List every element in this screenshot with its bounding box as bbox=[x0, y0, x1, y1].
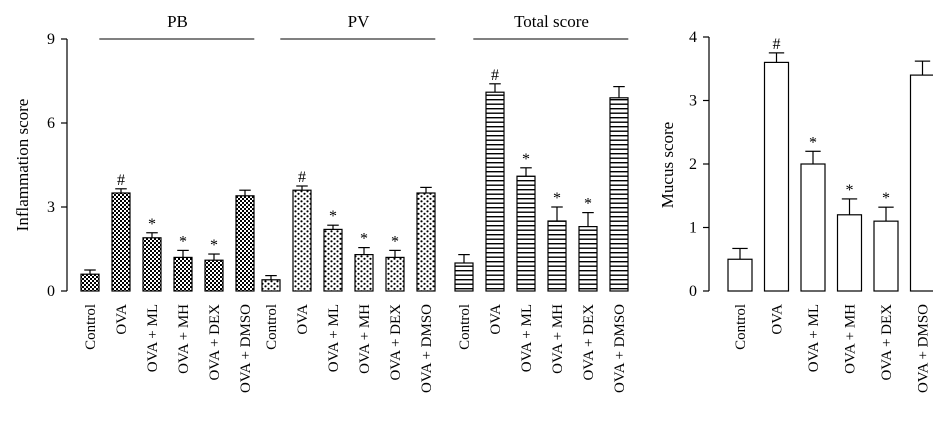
mucus-y-tick-label: 4 bbox=[689, 29, 697, 46]
inflammation-pb-category-label: Control bbox=[83, 304, 99, 350]
mucus-bar bbox=[727, 258, 753, 292]
inflammation-pv-category-label: OVA + DEX bbox=[388, 304, 404, 381]
y-axis-label-inflammation: Inflammation score bbox=[13, 99, 32, 232]
inflammation-pv-category-label: OVA + MH bbox=[357, 304, 373, 374]
inflammation-total-score-bar bbox=[516, 175, 536, 292]
inflammation-pb-bar bbox=[142, 237, 162, 292]
inflammation-total-score-category-label: OVA + MH bbox=[550, 304, 566, 374]
inflammation-pb-bar bbox=[80, 273, 100, 292]
inflammation-pv-significance-marker: * bbox=[329, 208, 337, 225]
mucus-y-tick-label: 0 bbox=[689, 283, 697, 300]
mucus-category-label: OVA bbox=[770, 304, 786, 335]
mucus-category-label: OVA + ML bbox=[806, 304, 822, 372]
y-axis-label-mucus: Mucus score bbox=[658, 122, 677, 208]
inflammation-y-tick-label: 6 bbox=[47, 115, 55, 132]
inflammation-pv-bar bbox=[385, 256, 405, 292]
inflammation-pv-category-label: Control bbox=[264, 304, 280, 350]
mucus-bar bbox=[909, 74, 933, 292]
inflammation-pv-bar bbox=[323, 228, 343, 292]
mucus-category-label: OVA + DEX bbox=[879, 304, 895, 381]
inflammation-pb-category-label: OVA bbox=[114, 304, 130, 335]
inflammation-total-score-category-label: Control bbox=[457, 304, 473, 350]
inflammation-total-score-significance-marker: # bbox=[491, 67, 499, 84]
inflammation-total-score-bar bbox=[454, 262, 474, 292]
inflammation-total-score-significance-marker: * bbox=[522, 151, 530, 168]
inflammation-pv-significance-marker: * bbox=[360, 231, 368, 248]
inflammation-total-score-category-label: OVA + ML bbox=[519, 304, 535, 372]
mucus-category-label: OVA + MH bbox=[843, 304, 859, 374]
inflammation-pb-bar bbox=[235, 195, 255, 292]
mucus-y-tick-label: 3 bbox=[689, 93, 697, 110]
inflammation-total-score-bar bbox=[609, 97, 629, 292]
inflammation-pb-category-label: OVA + ML bbox=[145, 304, 161, 372]
inflammation-pv-significance-marker: * bbox=[391, 233, 399, 250]
inflammation-pv-bar bbox=[354, 254, 374, 292]
inflammation-total-score-bar bbox=[485, 91, 505, 292]
inflammation-pb-significance-marker: # bbox=[117, 172, 125, 189]
inflammation-total-score-significance-marker: * bbox=[584, 196, 592, 213]
inflammation-pv-bar bbox=[261, 279, 281, 292]
inflammation-pb-significance-marker: * bbox=[179, 233, 187, 250]
inflammation-y-tick-label: 0 bbox=[47, 283, 55, 300]
inflammation-total-score-group-title: Total score bbox=[514, 12, 589, 31]
inflammation-pb-significance-marker: * bbox=[148, 216, 156, 233]
inflammation-pb-category-label: OVA + DEX bbox=[207, 304, 223, 381]
inflammation-y-tick-label: 9 bbox=[47, 31, 55, 48]
inflammation-y-tick-label: 3 bbox=[47, 199, 55, 216]
inflammation-pb-category-label: OVA + MH bbox=[176, 304, 192, 374]
inflammation-pv-group-title: PV bbox=[348, 12, 370, 31]
mucus-bar bbox=[763, 61, 790, 292]
inflammation-total-score-bar bbox=[547, 220, 567, 292]
mucus-significance-marker: # bbox=[773, 36, 781, 53]
mucus-category-label: OVA + DMSO bbox=[916, 304, 932, 393]
inflammation-pv-significance-marker: # bbox=[298, 169, 306, 186]
mucus-significance-marker: * bbox=[882, 190, 890, 207]
inflammation-pv-bar bbox=[416, 192, 436, 292]
mucus-y-tick-label: 2 bbox=[689, 156, 697, 173]
inflammation-chart: Inflammation score 0 3 6 9 PB Control # OVA * OVA… bbox=[13, 12, 629, 393]
mucus-significance-marker: * bbox=[809, 134, 817, 151]
inflammation-pb-category-label: OVA + DMSO bbox=[238, 304, 254, 393]
inflammation-pv-category-label: OVA bbox=[295, 304, 311, 335]
mucus-bar bbox=[836, 214, 863, 292]
mucus-category-label: Control bbox=[733, 304, 749, 350]
mucus-chart: Mucus score 0 1 2 3 4 Control # OVA * OVA + ML * OV… bbox=[658, 29, 933, 393]
mucus-bar bbox=[873, 220, 899, 292]
mucus-significance-marker: * bbox=[846, 182, 854, 199]
inflammation-pb-bar bbox=[173, 256, 193, 292]
mucus-bar bbox=[800, 163, 826, 292]
inflammation-pb-group-title: PB bbox=[167, 12, 188, 31]
inflammation-pv-bar bbox=[292, 189, 312, 292]
inflammation-pv-category-label: OVA + DMSO bbox=[419, 304, 435, 393]
inflammation-pb-bar bbox=[204, 259, 224, 292]
inflammation-pb-significance-marker: * bbox=[210, 237, 218, 254]
inflammation-total-score-category-label: OVA + DMSO bbox=[612, 304, 628, 393]
inflammation-pb-bar bbox=[111, 192, 131, 292]
inflammation-pv-category-label: OVA + ML bbox=[326, 304, 342, 372]
inflammation-total-score-bar bbox=[578, 226, 598, 292]
inflammation-total-score-significance-marker: * bbox=[553, 190, 561, 207]
mucus-y-tick-label: 1 bbox=[689, 220, 697, 237]
inflammation-total-score-category-label: OVA + DEX bbox=[581, 304, 597, 381]
inflammation-total-score-category-label: OVA bbox=[488, 304, 504, 335]
